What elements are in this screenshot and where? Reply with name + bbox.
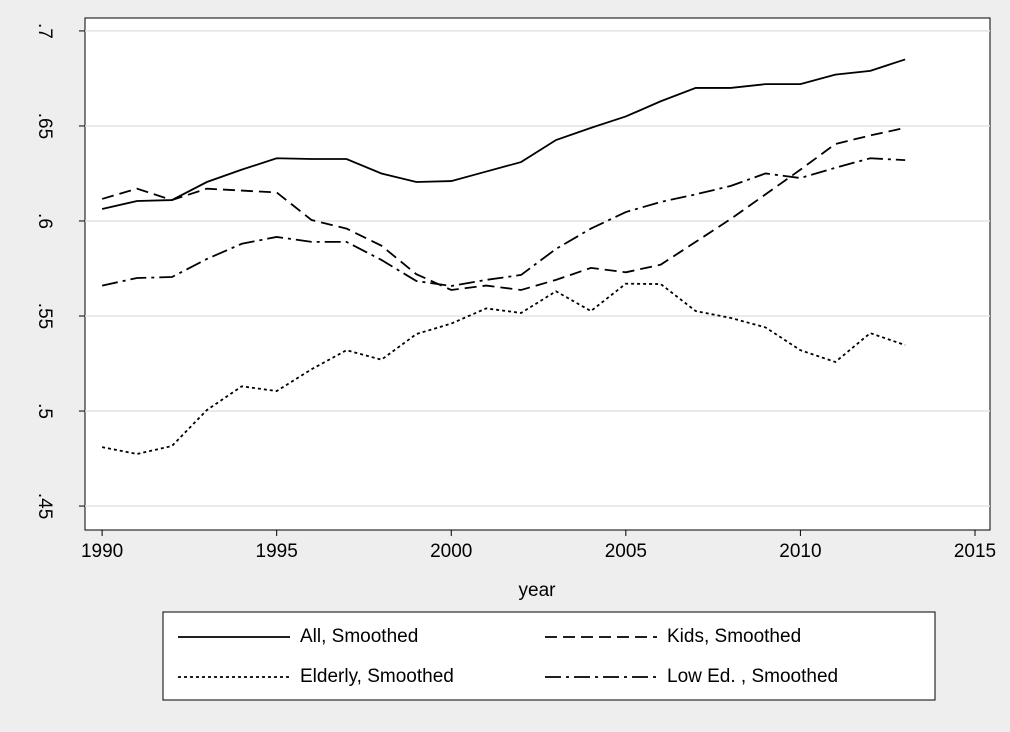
series-line (101, 126, 906, 291)
x-tick-label: 2000 (430, 541, 472, 562)
x-tick-label: 1995 (256, 541, 298, 562)
series-line (101, 282, 906, 455)
x-axis-label: year (519, 580, 557, 601)
y-tick-label: .6 (34, 213, 55, 229)
x-tick-label: 2010 (779, 541, 821, 562)
y-tick-label: .45 (34, 493, 55, 519)
x-tick-label: 1990 (81, 541, 123, 562)
legend-label: Elderly, Smoothed (300, 666, 454, 687)
x-tick-label: 2015 (954, 541, 996, 562)
y-tick-label: .65 (34, 113, 55, 139)
y-tick-label: .7 (34, 23, 55, 39)
y-tick-label: .55 (34, 303, 55, 329)
x-tick-label: 2005 (605, 541, 647, 562)
plot-area (84, 17, 991, 531)
y-tick-label: .5 (34, 403, 55, 419)
legend-label: Kids, Smoothed (667, 626, 801, 647)
legend (162, 611, 936, 701)
legend-label: All, Smoothed (300, 626, 418, 647)
series-line (101, 58, 906, 210)
legend-label: Low Ed. , Smoothed (667, 666, 838, 687)
